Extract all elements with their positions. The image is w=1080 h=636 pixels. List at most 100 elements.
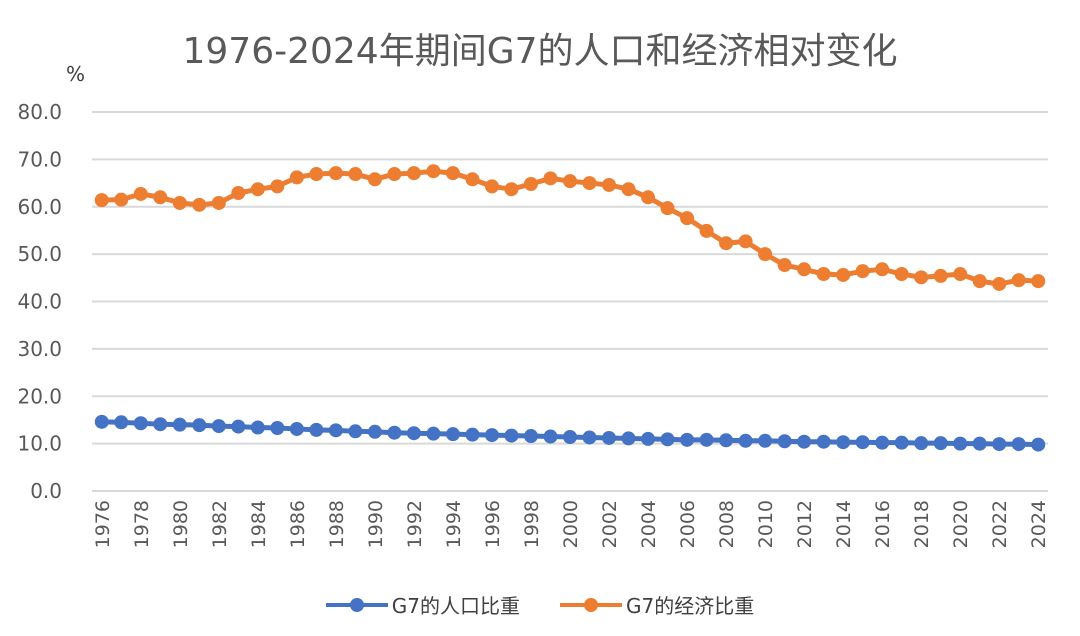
data-point-0-1996 [484, 428, 499, 443]
legend-item-economy[interactable]: G7的经济比重 [560, 590, 754, 619]
x-tick-label: 2008 [716, 500, 738, 548]
data-point-0-1998 [523, 429, 538, 444]
data-point-0-1989 [348, 424, 363, 439]
data-point-0-1988 [328, 423, 343, 438]
x-tick-label: 1982 [209, 500, 231, 548]
data-point-0-2012 [797, 434, 812, 449]
data-point-1-1991 [387, 167, 402, 182]
data-point-1-2014 [836, 267, 851, 282]
x-tick-label: 1988 [326, 500, 348, 548]
data-point-1-2016 [875, 262, 890, 277]
data-point-1-2001 [582, 176, 597, 191]
x-tick-label: 2014 [833, 500, 855, 548]
x-tick-label: 1986 [287, 500, 309, 548]
x-tick-label: 1998 [521, 500, 543, 548]
data-point-1-2021 [972, 274, 987, 289]
x-tick-label: 2010 [755, 500, 777, 548]
data-point-0-1985 [270, 420, 285, 435]
data-point-1-1978 [133, 186, 148, 201]
x-tick-label: 1984 [248, 500, 270, 548]
x-tick-label: 2004 [638, 500, 660, 548]
data-point-0-2024 [1031, 437, 1046, 452]
y-tick-label: 10.0 [17, 432, 62, 456]
data-point-1-2012 [797, 262, 812, 277]
y-tick-label: 30.0 [17, 337, 62, 361]
data-point-1-1988 [328, 166, 343, 181]
data-point-0-2023 [1011, 437, 1026, 452]
data-point-1-1995 [465, 172, 480, 187]
data-point-0-1993 [426, 426, 441, 441]
data-point-1-1998 [523, 177, 538, 192]
data-point-1-2009 [738, 234, 753, 249]
data-point-1-1976 [94, 193, 109, 208]
data-point-1-1986 [289, 170, 304, 185]
data-point-1-1990 [367, 172, 382, 187]
data-point-0-2016 [875, 435, 890, 450]
data-point-1-1979 [153, 190, 168, 205]
data-point-0-2017 [894, 435, 909, 450]
data-point-1-2023 [1011, 273, 1026, 288]
x-tick-label: 2012 [794, 500, 816, 548]
x-tick-label: 1992 [404, 500, 426, 548]
data-point-1-2019 [933, 268, 948, 283]
data-point-1-1977 [114, 192, 129, 207]
data-point-1-2018 [914, 270, 929, 285]
data-point-0-1983 [231, 419, 246, 434]
data-point-0-2008 [719, 433, 734, 448]
data-point-1-2017 [894, 267, 909, 282]
data-point-1-2007 [699, 223, 714, 238]
data-point-1-1985 [270, 179, 285, 194]
x-tick-label: 2006 [677, 500, 699, 548]
data-point-1-2004 [641, 190, 656, 205]
data-point-0-1994 [445, 427, 460, 442]
data-point-0-2018 [914, 436, 929, 451]
data-point-0-2001 [582, 430, 597, 445]
legend-item-population[interactable]: G7的人口比重 [325, 590, 520, 619]
data-point-1-1983 [231, 186, 246, 201]
y-tick-label: 50.0 [17, 242, 62, 266]
data-point-0-1984 [250, 420, 265, 435]
data-point-1-2013 [816, 267, 831, 282]
data-point-1-2015 [855, 264, 870, 279]
data-point-1-1997 [504, 182, 519, 197]
y-tick-label: 60.0 [17, 195, 62, 219]
y-tick-label: 20.0 [17, 384, 62, 408]
data-point-0-1987 [309, 422, 324, 437]
x-tick-label: 2020 [950, 500, 972, 548]
data-point-0-2002 [602, 430, 617, 445]
data-point-1-2011 [777, 258, 792, 273]
data-point-0-1978 [133, 416, 148, 431]
data-point-0-1995 [465, 427, 480, 442]
chart-title: 1976-2024年期间G7的人口和经济相对变化 [182, 31, 898, 72]
data-point-0-1997 [504, 428, 519, 443]
y-tick-label: 40.0 [17, 290, 62, 314]
data-point-1-2022 [992, 276, 1007, 291]
x-tick-label: 1996 [482, 500, 504, 548]
x-tick-label: 2000 [560, 500, 582, 548]
x-tick-label: 2024 [1028, 500, 1050, 548]
data-point-1-2008 [719, 236, 734, 251]
x-tick-label: 2016 [872, 500, 894, 548]
data-point-0-1981 [192, 418, 207, 433]
legend: G7的人口比重 G7的经济比重 [0, 590, 1080, 619]
data-point-1-2024 [1031, 274, 1046, 289]
data-point-1-1981 [192, 197, 207, 212]
data-point-1-1996 [484, 179, 499, 194]
data-point-0-2005 [660, 432, 675, 447]
x-tick-label: 2022 [989, 500, 1011, 548]
data-point-1-2000 [563, 174, 577, 189]
data-point-1-1987 [309, 167, 324, 182]
data-point-1-2006 [680, 211, 695, 226]
data-point-0-1990 [367, 424, 382, 439]
x-tick-label: 1990 [365, 500, 387, 548]
legend-marker-population [325, 597, 388, 612]
data-point-1-1994 [445, 166, 460, 181]
y-tick-label: 70.0 [17, 147, 62, 171]
data-point-1-2010 [758, 247, 773, 262]
y-tick-label: 0.0 [30, 479, 62, 503]
data-point-1-1982 [211, 195, 226, 210]
data-point-1-1984 [250, 182, 265, 197]
data-point-0-2021 [972, 436, 987, 451]
data-point-0-1992 [406, 426, 421, 441]
data-point-0-1991 [387, 425, 402, 440]
